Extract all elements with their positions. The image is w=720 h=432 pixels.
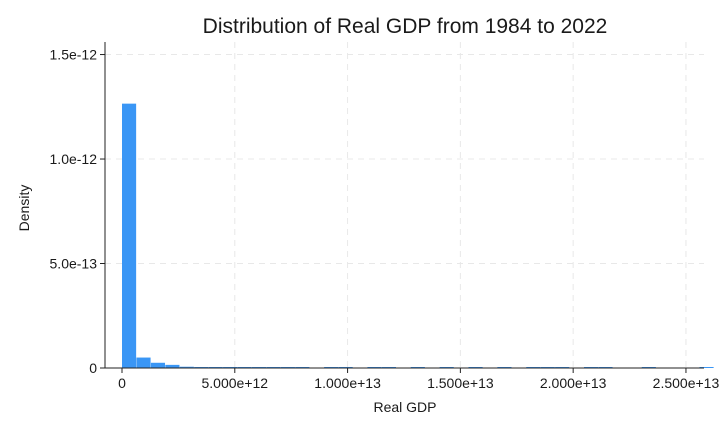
y-tick-label: 5.0e-13 <box>50 256 98 272</box>
x-tick-label: 2.500e+13 <box>653 375 720 391</box>
x-axis-label: Real GDP <box>373 399 436 415</box>
histogram-bar <box>179 366 194 368</box>
y-tick-label: 0 <box>89 360 97 376</box>
histogram-bar <box>165 364 180 368</box>
chart-title: Distribution of Real GDP from 1984 to 20… <box>203 15 608 38</box>
bars-layer <box>122 103 714 369</box>
histogram-bar <box>699 367 714 368</box>
histogram-bar <box>122 103 137 369</box>
histogram-bar <box>150 362 166 368</box>
x-tick-label: 1.000e+13 <box>314 375 381 391</box>
histogram-bar <box>136 357 151 368</box>
x-tick-label: 5.000e+12 <box>202 375 269 391</box>
y-axis-label: Density <box>16 185 32 232</box>
x-tick-label: 0 <box>118 375 126 391</box>
y-tick-label: 1.5e-12 <box>50 47 98 63</box>
y-tick-label: 1.0e-12 <box>50 151 98 167</box>
x-tick-label: 2.000e+13 <box>540 375 607 391</box>
x-tick-label: 1.500e+13 <box>427 375 494 391</box>
grid-layer <box>105 42 704 368</box>
axes-layer: 0 5.0e-13 1.0e-12 1.5e-12 0 5.000e+12 1.000e+1… <box>50 42 720 391</box>
